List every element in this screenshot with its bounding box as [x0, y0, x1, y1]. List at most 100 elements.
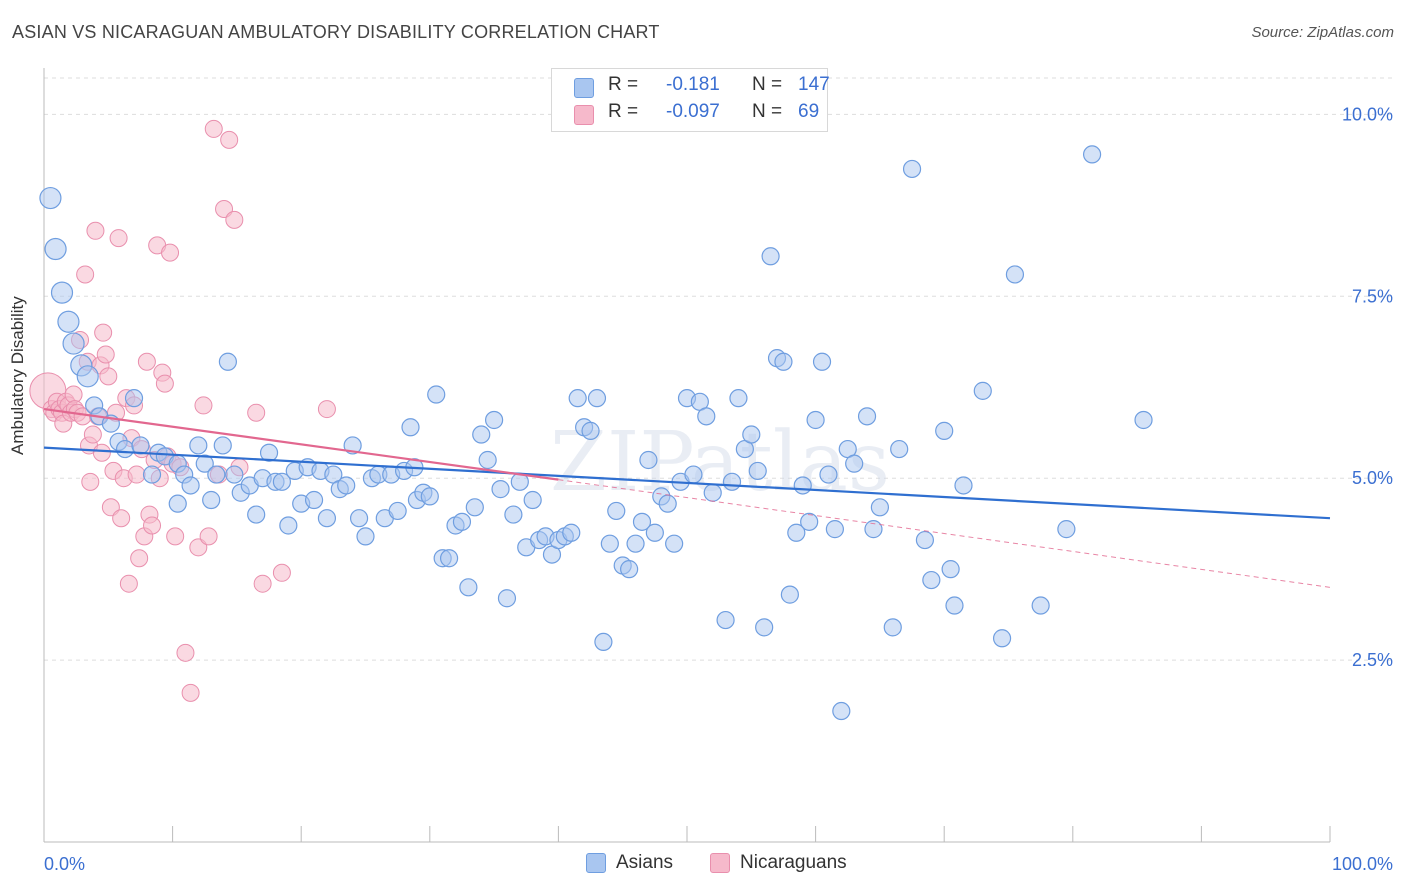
asians-point — [189, 436, 208, 455]
asians-point — [343, 436, 362, 455]
y-tick-labels: 2.5% 5.0% 7.5% 10.0% — [1342, 104, 1393, 670]
asians-point — [523, 490, 542, 510]
nicaraguans-trend-extension — [558, 479, 1331, 588]
asians-point — [594, 632, 613, 652]
asians-point — [317, 509, 337, 528]
nicaraguans-point — [99, 367, 118, 386]
asians-point — [632, 512, 652, 531]
asians-point — [945, 596, 964, 615]
asians-point — [195, 454, 214, 473]
asians-point — [44, 237, 67, 261]
asians-point — [337, 476, 356, 495]
asians-point — [472, 425, 491, 444]
asians-point — [497, 589, 517, 608]
asians-point — [755, 618, 774, 637]
asians-point — [247, 505, 266, 524]
nicaraguans-point — [112, 509, 131, 528]
nicaraguans-swatch — [574, 105, 594, 125]
asians-point — [62, 332, 85, 355]
asians-point — [825, 520, 844, 539]
asians-point — [845, 454, 864, 473]
asians-point — [304, 490, 324, 510]
asians-point — [774, 352, 793, 371]
asians-point — [620, 560, 639, 579]
nicaraguans-point — [81, 472, 100, 491]
asians-swatch — [586, 853, 606, 873]
asians-point — [780, 585, 799, 604]
nicaraguans-point — [130, 549, 149, 568]
asians-point — [787, 523, 806, 542]
asians-point — [915, 530, 935, 550]
r-value: -0.181 — [666, 74, 720, 95]
asians-point — [427, 385, 446, 404]
asians-point — [658, 494, 677, 513]
asians-point — [491, 480, 510, 499]
asians-point — [645, 523, 664, 542]
y-tick-label: 5.0% — [1352, 468, 1393, 488]
asians-point — [581, 421, 600, 440]
asians-point — [812, 352, 832, 371]
nicaraguans-point — [166, 527, 185, 546]
nicaraguans-point — [220, 130, 239, 149]
asians-point — [722, 472, 742, 491]
asians-point — [131, 436, 150, 455]
n-value: 69 — [798, 101, 820, 122]
nicaraguans-point — [83, 425, 102, 444]
source-label: Source: ZipAtlas.com — [1251, 24, 1394, 41]
asians-point — [992, 629, 1012, 648]
asians-point — [684, 465, 703, 484]
asians-point — [1057, 520, 1076, 539]
asians-point — [225, 465, 244, 484]
nicaraguans-trend-line — [43, 407, 559, 481]
asians-point — [935, 421, 954, 440]
asians-point — [703, 483, 722, 502]
asians-point — [218, 352, 237, 371]
r-value: -0.097 — [666, 101, 720, 122]
asians-points — [39, 145, 1153, 721]
nicaraguans-point — [119, 574, 138, 593]
asians-point — [729, 389, 748, 408]
asians-point — [124, 389, 144, 408]
y-axis-label: Ambulatory Disability — [8, 296, 27, 455]
nicaraguans-point — [161, 243, 180, 262]
asians-point — [388, 501, 407, 521]
r-label: R = — [608, 74, 639, 95]
asians-point — [748, 461, 767, 481]
chart-title: ASIAN VS NICARAGUAN AMBULATORY DISABILIT… — [12, 22, 660, 42]
legend-label: Nicaraguans — [740, 852, 847, 873]
asians-point — [349, 509, 369, 528]
asians-point — [800, 512, 819, 531]
asians-point — [272, 472, 292, 491]
asians-point — [142, 465, 162, 484]
nicaraguans-point — [225, 210, 244, 229]
y-tick-label: 2.5% — [1352, 650, 1393, 670]
asians-point — [819, 465, 838, 484]
asians-point — [890, 439, 909, 459]
n-label: N = — [752, 74, 783, 95]
asians-point — [568, 389, 587, 408]
n-label: N = — [752, 101, 783, 122]
asians-point — [57, 310, 80, 333]
asians-point — [665, 534, 684, 553]
asians-point — [922, 570, 941, 590]
nicaraguans-point — [181, 683, 200, 702]
asians-point — [181, 476, 200, 495]
x-tick-labels: 0.0% 100.0% — [44, 854, 1393, 874]
asians-point — [168, 494, 187, 513]
trend-lines — [43, 407, 1331, 588]
asians-point — [50, 281, 74, 304]
asians-point — [213, 436, 232, 455]
asians-point — [697, 407, 716, 426]
asians-point — [420, 487, 439, 506]
nicaraguans-point — [247, 403, 266, 422]
asians-point — [954, 476, 973, 495]
asians-point — [76, 365, 99, 388]
asians-point — [504, 505, 523, 524]
gridlines — [44, 77, 1395, 661]
nicaraguans-point — [96, 345, 115, 364]
nicaraguans-point — [272, 563, 291, 582]
asians-point — [864, 520, 883, 539]
asians-point — [1134, 410, 1153, 430]
asians-point — [793, 476, 812, 495]
